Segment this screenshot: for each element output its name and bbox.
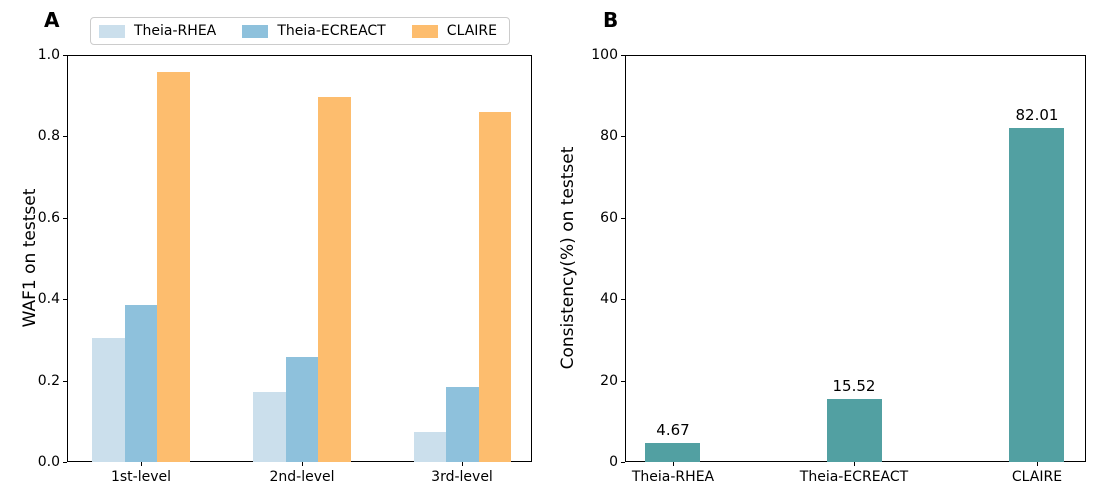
x-tick-mark xyxy=(1037,462,1038,466)
y-tick-mark xyxy=(63,136,67,137)
panel-label-a: A xyxy=(44,8,60,32)
y-axis-label-b: Consistency(%) on testset xyxy=(558,146,578,370)
y-tick-label: 0 xyxy=(609,454,618,470)
claire-swatch-icon xyxy=(411,24,438,38)
legend-item-theia-rhea: Theia-RHEA xyxy=(99,23,216,39)
x-tick-label: 1st-level xyxy=(110,469,172,485)
y-tick-mark xyxy=(621,136,625,137)
y-tick-label: 0.6 xyxy=(37,210,60,226)
legend-label: Theia-ECREACT xyxy=(277,23,386,39)
panel-label-b: B xyxy=(603,8,619,32)
bar-consistency-theia-ecreact xyxy=(826,398,882,462)
x-tick-label: Theia-ECREACT xyxy=(799,469,909,485)
y-tick-label: 0.0 xyxy=(37,454,60,470)
y-tick-label: 20 xyxy=(600,373,618,389)
bar-value-label: 15.52 xyxy=(832,377,876,395)
bar-theia-rhea-3rd-level xyxy=(413,432,446,462)
x-tick-mark xyxy=(462,462,463,466)
y-tick-mark xyxy=(621,462,625,463)
y-tick-label: 100 xyxy=(591,47,618,63)
x-tick-label: 2nd-level xyxy=(269,469,335,485)
x-tick-mark xyxy=(673,462,674,466)
bar-claire-2nd-level xyxy=(318,96,351,462)
x-tick-label: CLAIRE xyxy=(1011,469,1063,485)
y-tick-label: 80 xyxy=(600,128,618,144)
y-tick-mark xyxy=(621,299,625,300)
y-tick-label: 0.4 xyxy=(37,291,60,307)
legend-item-claire: CLAIRE xyxy=(411,23,497,39)
y-tick-label: 0.8 xyxy=(37,128,60,144)
y-tick-label: 60 xyxy=(600,210,618,226)
bar-claire-1st-level xyxy=(157,72,190,462)
bar-theia-rhea-1st-level xyxy=(92,337,125,462)
y-tick-mark xyxy=(621,55,625,56)
legend-label: CLAIRE xyxy=(446,23,497,39)
bar-value-label: 4.67 xyxy=(656,421,690,439)
bar-theia-rhea-2nd-level xyxy=(253,392,286,462)
legend-label: Theia-RHEA xyxy=(134,23,217,39)
bar-consistency-claire xyxy=(1009,128,1065,462)
x-tick-mark xyxy=(854,462,855,466)
x-tick-label: Theia-RHEA xyxy=(631,469,715,485)
x-tick-label: 3rd-level xyxy=(431,469,493,485)
y-tick-label: 0.2 xyxy=(37,373,60,389)
y-tick-mark xyxy=(621,381,625,382)
y-tick-mark xyxy=(621,218,625,219)
bar-value-label: 82.01 xyxy=(1015,106,1059,124)
bar-theia-ecreact-1st-level xyxy=(124,305,158,462)
legend: Theia-RHEA Theia-ECREACT CLAIRE xyxy=(90,17,510,45)
x-tick-mark xyxy=(302,462,303,466)
y-tick-mark xyxy=(63,381,67,382)
y-tick-mark xyxy=(63,55,67,56)
bar-theia-ecreact-3rd-level xyxy=(446,386,479,462)
y-tick-mark xyxy=(63,218,67,219)
legend-item-theia-ecreact: Theia-ECREACT xyxy=(242,23,386,39)
y-tick-label: 40 xyxy=(600,291,618,307)
y-tick-mark xyxy=(63,462,67,463)
bar-claire-3rd-level xyxy=(478,112,511,462)
y-tick-mark xyxy=(63,299,67,300)
x-tick-mark xyxy=(141,462,142,466)
bar-consistency-theia-rhea xyxy=(645,443,701,462)
y-tick-label: 1.0 xyxy=(37,47,60,63)
plot-area-b xyxy=(625,55,1086,462)
theia-ecreact-swatch-icon xyxy=(242,24,269,38)
theia-rhea-swatch-icon xyxy=(99,24,125,38)
bar-theia-ecreact-2nd-level xyxy=(285,357,319,462)
